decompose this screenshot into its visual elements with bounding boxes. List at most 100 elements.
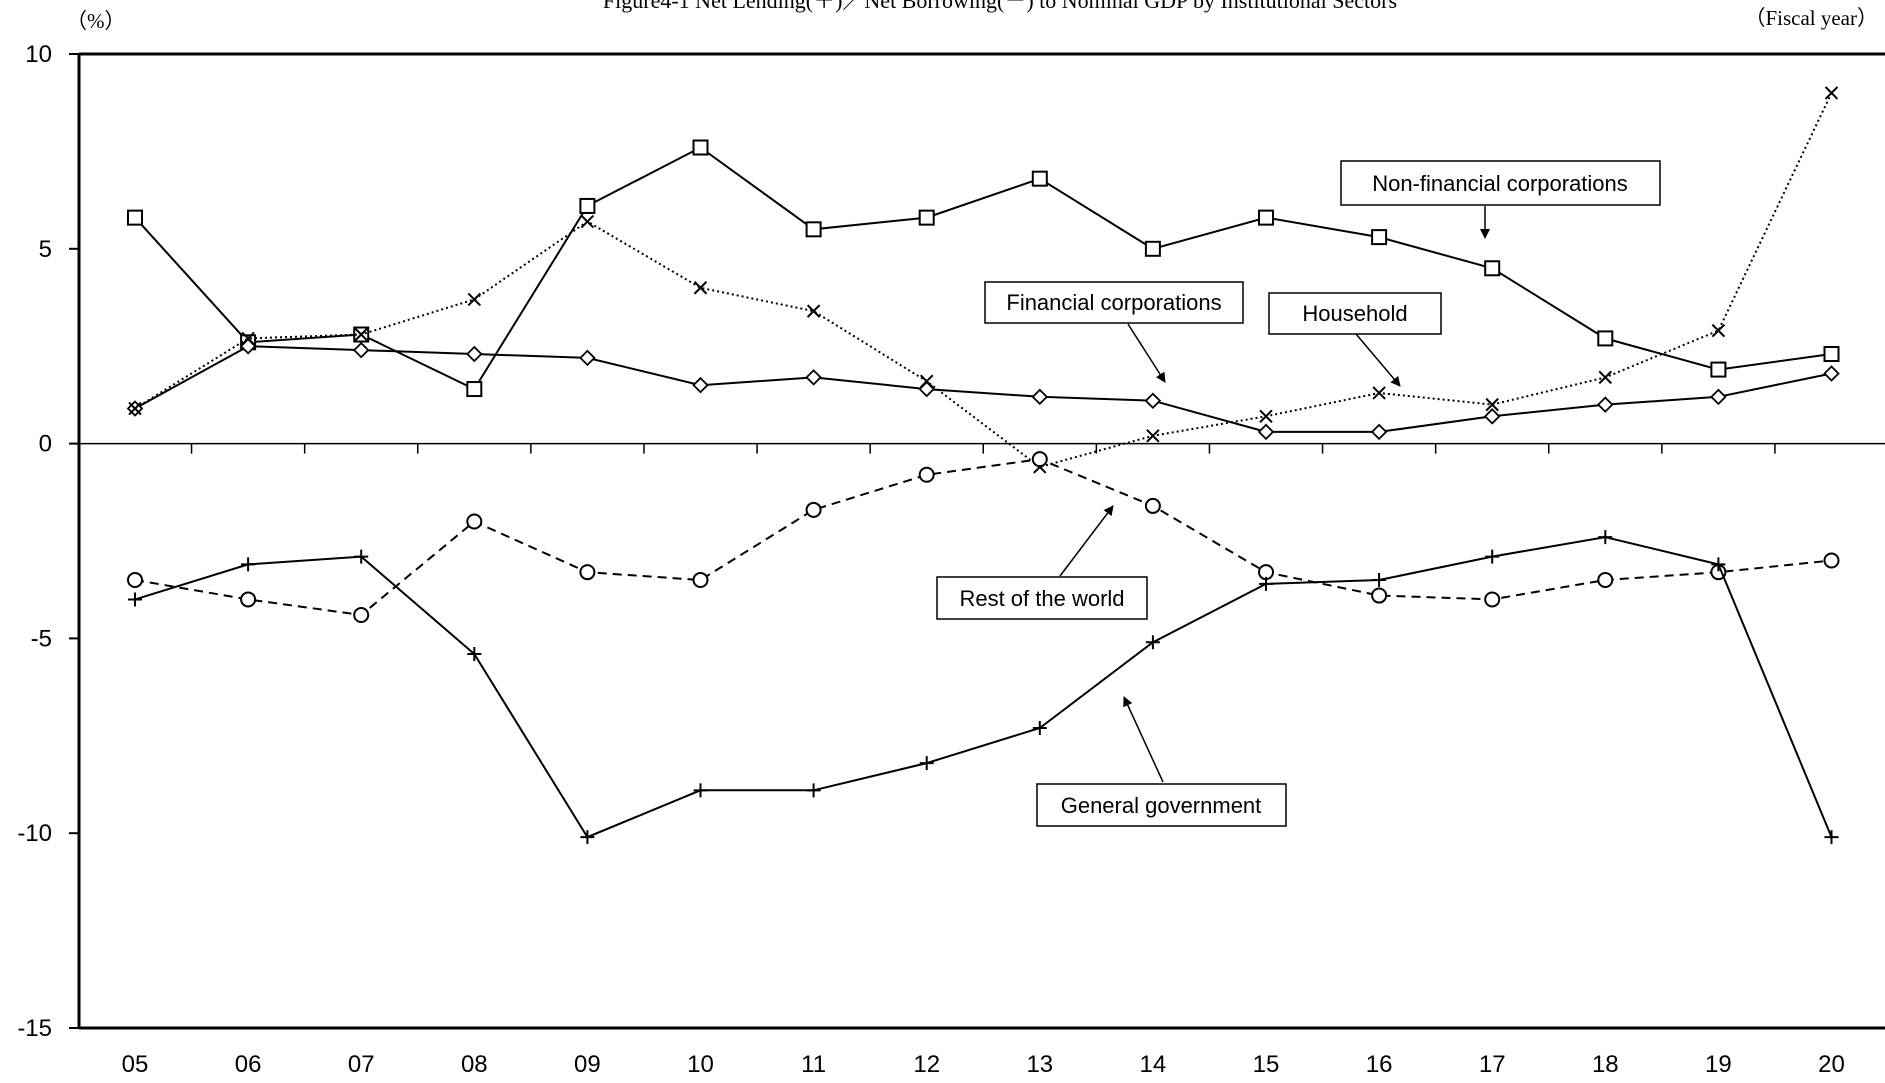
- data-point-circle: [692, 571, 709, 588]
- callout-box: [1268, 292, 1442, 335]
- data-point-circle: [1371, 587, 1388, 604]
- data-point-plus: [1032, 721, 1047, 736]
- callout-household: Household: [1268, 292, 1442, 387]
- data-point-circle: [1484, 591, 1501, 608]
- data-point-x: [128, 401, 142, 416]
- series-line: [134, 92, 1833, 469]
- series-line: [134, 345, 1832, 433]
- data-point-diamond: [579, 349, 596, 367]
- data-point-square: [1484, 260, 1501, 277]
- y-tick-label: 10: [25, 41, 52, 68]
- data-point-x: [467, 292, 482, 307]
- callout-arrow: [1127, 323, 1166, 383]
- data-point-x: [919, 374, 934, 388]
- y-tick-label: -5: [31, 625, 52, 652]
- data-point-plus: [467, 646, 482, 661]
- data-point-circle: [240, 591, 257, 608]
- callout-rest-of-the-world: Rest of the world: [936, 505, 1148, 620]
- x-tick-label: 15: [1253, 1051, 1280, 1078]
- data-point-plus: [354, 549, 369, 564]
- x-tick-label: 13: [1026, 1051, 1053, 1078]
- callout-arrow: [1059, 505, 1114, 577]
- data-point-diamond: [918, 380, 935, 398]
- data-point-circle: [1823, 552, 1840, 569]
- data-point-plus: [1145, 635, 1160, 650]
- x-tick-label: 14: [1140, 1051, 1167, 1078]
- data-point-circle: [353, 607, 370, 624]
- x-tick-label: 06: [235, 1051, 262, 1078]
- data-point-square: [1031, 170, 1048, 187]
- data-point-x: [1259, 409, 1273, 424]
- data-point-circle: [1031, 451, 1048, 468]
- data-point-square: [127, 209, 143, 226]
- callout-general-government: General government: [1036, 696, 1287, 827]
- data-point-diamond: [805, 369, 822, 386]
- data-point-x: [241, 331, 255, 346]
- data-point-plus: [1598, 530, 1613, 545]
- data-point-diamond: [1144, 392, 1162, 410]
- callout-arrow: [1123, 696, 1164, 783]
- x-axis-unit: （Fiscal year）: [1744, 6, 1878, 30]
- y-tick-label: -15: [17, 1015, 52, 1042]
- data-point-circle: [918, 466, 935, 483]
- y-tick-label: 5: [39, 236, 52, 263]
- data-point-square: [1710, 361, 1727, 378]
- x-tick-label: 18: [1592, 1051, 1619, 1078]
- x-tick-label: 11: [801, 1051, 826, 1078]
- data-point-diamond: [1257, 423, 1275, 441]
- x-tick-label: 19: [1705, 1051, 1732, 1078]
- data-point-plus: [1372, 572, 1387, 587]
- data-point-plus: [919, 756, 934, 771]
- data-point-square: [805, 221, 822, 238]
- series-layer: [126, 86, 1840, 845]
- data-point-plus: [580, 830, 595, 845]
- y-tick-label: 0: [39, 431, 52, 458]
- data-point-square: [1144, 240, 1161, 257]
- axes: [77, 52, 1885, 1030]
- data-point-circle: [466, 513, 483, 530]
- data-point-diamond: [352, 341, 370, 359]
- data-point-x: [354, 327, 368, 342]
- data-point-square: [1597, 330, 1614, 347]
- data-point-diamond: [466, 345, 483, 363]
- y-axis-unit: （%）: [66, 9, 126, 33]
- callout-label-rest-of-the-world: Rest of the world: [959, 586, 1124, 611]
- x-tick-label: 20: [1818, 1051, 1845, 1078]
- y-tick-label: -10: [17, 820, 52, 847]
- series-rest-of-the-world: [127, 451, 1840, 624]
- chart-title: Figure4-1 Net Lending(＋)／Net Borrowing(－…: [603, 0, 1397, 13]
- callout-label-general-government: General government: [1061, 793, 1262, 818]
- x-tick-label: 08: [461, 1051, 488, 1078]
- data-point-x: [1146, 429, 1160, 443]
- data-point-x: [806, 304, 821, 318]
- callout-label-household: Household: [1302, 301, 1407, 326]
- x-tick-label: 17: [1479, 1051, 1506, 1078]
- data-point-plus: [128, 592, 142, 607]
- callout-box: [1036, 783, 1287, 827]
- data-point-plus: [1259, 576, 1273, 591]
- callout-non-financial-corporations: Non-financial corporations: [1340, 160, 1661, 239]
- x-tick-label: 16: [1366, 1051, 1393, 1078]
- data-point-circle: [805, 501, 822, 518]
- data-point-square: [1258, 209, 1274, 226]
- data-point-x: [1824, 86, 1839, 100]
- series-financial-corporations: [126, 337, 1840, 441]
- data-point-square: [918, 209, 935, 226]
- data-point-x: [1485, 397, 1499, 412]
- data-point-square: [579, 197, 596, 214]
- callout-financial-corporations: Financial corporations: [984, 281, 1244, 383]
- data-point-circle: [1144, 497, 1161, 514]
- callout-box: [984, 281, 1244, 324]
- data-point-diamond: [1483, 408, 1501, 425]
- data-point-circle: [127, 571, 143, 588]
- data-point-diamond: [1597, 396, 1614, 413]
- series-line: [134, 146, 1832, 391]
- data-point-x: [1711, 323, 1726, 338]
- data-point-x: [1598, 370, 1613, 385]
- data-point-diamond: [1710, 388, 1727, 406]
- data-point-circle: [579, 564, 596, 581]
- x-tick-label: 05: [122, 1051, 149, 1078]
- series-line: [134, 458, 1832, 617]
- data-point-plus: [806, 783, 821, 798]
